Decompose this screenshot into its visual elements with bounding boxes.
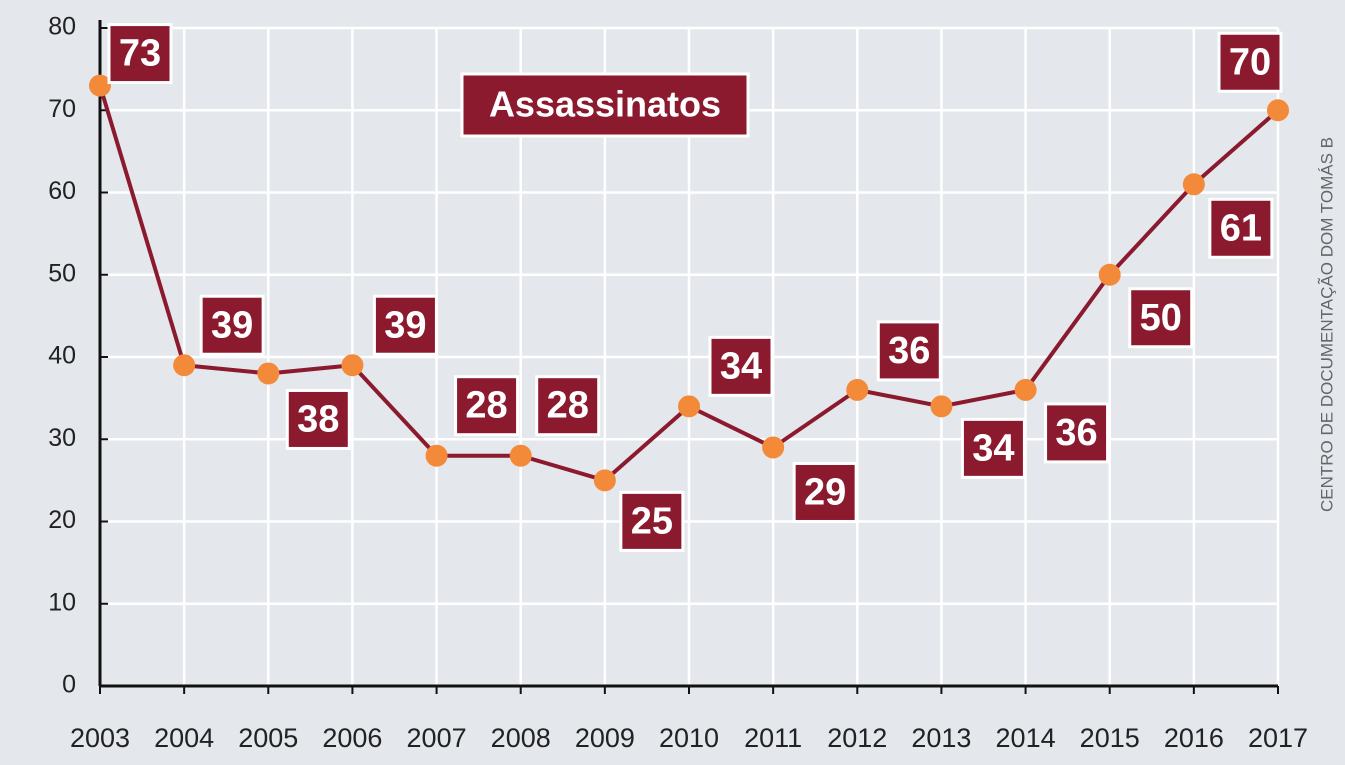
point — [593, 469, 616, 492]
value-label: 36 — [1055, 412, 1097, 454]
value-label: 28 — [465, 385, 507, 427]
point — [678, 395, 700, 418]
value-label: 34 — [972, 427, 1014, 469]
x-tick-label: 2012 — [827, 723, 887, 753]
x-tick-label: 2016 — [1164, 723, 1224, 753]
value-label: 36 — [888, 330, 930, 372]
point — [1098, 263, 1121, 286]
value-label-box — [535, 375, 601, 437]
x-tick-label: 2004 — [154, 723, 214, 753]
value-label: 70 — [1229, 41, 1271, 83]
value-label-box — [285, 388, 351, 450]
x-tick-label: 2013 — [911, 723, 971, 753]
value-label-box — [792, 461, 858, 523]
marks: 73 39 38 39 28 28 25 34 29 36 34 36 50 61 70 — [89, 23, 1289, 552]
value-label: 39 — [211, 304, 253, 346]
value-label: 50 — [1140, 297, 1182, 339]
value-label-box — [372, 294, 438, 356]
title-box — [460, 72, 750, 138]
point — [257, 362, 280, 385]
value-label-box — [107, 23, 173, 85]
value-label-box — [1208, 197, 1274, 259]
y-tick-label: 40 — [48, 342, 76, 370]
value-label-box — [454, 375, 520, 437]
y-tick-label: 70 — [48, 95, 76, 123]
point — [1267, 99, 1289, 122]
value-label-box — [1044, 402, 1110, 464]
x-tick-label: 2017 — [1248, 723, 1308, 753]
value-label: 34 — [720, 345, 762, 387]
point — [425, 444, 448, 467]
x-tick-label: 2014 — [996, 723, 1056, 753]
value-label-box — [1128, 287, 1194, 349]
value-label-box — [619, 490, 685, 552]
point — [89, 74, 111, 97]
grid: 0 10 20 30 40 50 60 70 80 2003 2004 2005 2006 2007 200… — [48, 13, 1308, 754]
point — [509, 444, 532, 467]
x-tick-label: 2008 — [491, 723, 551, 753]
value-label: 61 — [1220, 207, 1262, 249]
chart-title: Assassinatos — [489, 84, 721, 125]
value-label-box — [960, 417, 1026, 479]
point — [1182, 173, 1205, 196]
x-tick-label: 2009 — [575, 723, 635, 753]
y-tick-label: 60 — [48, 177, 76, 205]
x-tick-label: 2003 — [70, 723, 130, 753]
value-label-box — [708, 335, 774, 397]
point — [173, 354, 196, 377]
value-label-box — [876, 320, 942, 382]
y-tick-label: 50 — [48, 259, 76, 287]
value-label: 25 — [631, 500, 673, 542]
value-label-box — [199, 294, 265, 356]
x-tick-label: 2010 — [659, 723, 719, 753]
x-tick-label: 2011 — [744, 723, 802, 753]
x-tick-label: 2005 — [238, 723, 298, 753]
point — [1014, 378, 1037, 401]
y-tick-label: 10 — [48, 588, 76, 616]
value-label: 29 — [804, 472, 846, 514]
value-label: 73 — [119, 33, 161, 75]
source: CENTRO DE DOCUMENTAÇÃO DOM TOMÁS B — [1317, 137, 1336, 512]
value-label: 39 — [384, 304, 426, 346]
value-label-box — [1217, 31, 1283, 93]
x-tick-label: 2007 — [407, 723, 467, 753]
value-label: 28 — [547, 385, 589, 427]
point — [762, 436, 785, 459]
x-tick-label: 2015 — [1080, 723, 1140, 753]
y-tick-label: 20 — [48, 506, 76, 534]
y-tick-label: 80 — [48, 13, 76, 41]
y-tick-label: 30 — [48, 424, 76, 452]
point — [341, 354, 364, 377]
x-tick-label: 2006 — [322, 723, 382, 753]
point — [846, 378, 869, 401]
y-tick-label: 0 — [62, 671, 76, 699]
value-label: 38 — [297, 398, 339, 440]
point — [930, 395, 953, 418]
